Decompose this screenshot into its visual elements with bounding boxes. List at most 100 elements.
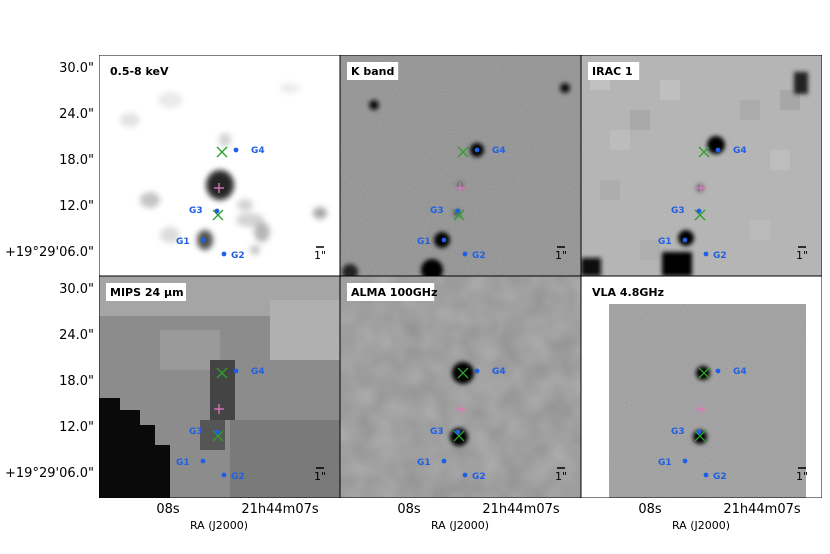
scale-bar-label: 1": [555, 470, 567, 483]
galaxy-marker: [696, 208, 702, 214]
y-tick-label: 12.0": [59, 420, 94, 435]
counterpart-cross-marker: [457, 367, 469, 379]
galaxy-marker: [441, 237, 447, 243]
y-tick-label: 30.0": [59, 282, 94, 297]
panel-alma: [340, 276, 581, 498]
panel-annotations: VLA 4.8GHz G1 G2 G3 G4 1": [588, 283, 808, 483]
galaxy-marker: [682, 458, 688, 464]
galaxy-label: G2: [472, 251, 486, 261]
counterpart-cross-marker: [694, 209, 706, 221]
galaxy-label: G1: [176, 237, 190, 247]
galaxy-marker: [462, 251, 468, 257]
galaxy-label: G1: [417, 237, 431, 247]
galaxy-label: G4: [492, 146, 506, 156]
y-tick-label: 18.0": [59, 153, 94, 168]
counterpart-cross-marker: [698, 367, 710, 379]
galaxy-label: G1: [417, 458, 431, 468]
galaxy-marker: [696, 429, 702, 435]
y-axis-top: 30.0" 24.0" 18.0" 12.0" +19°29'06.0": [5, 61, 94, 260]
galaxy-label: G4: [733, 367, 747, 377]
panel-title-box: [588, 283, 668, 301]
panel-irac: [581, 55, 822, 276]
position-plus-marker: [214, 404, 224, 414]
x-tick-label: 21h44m07s: [241, 502, 319, 517]
galaxy-marker: [233, 368, 239, 374]
x-tick-label: 21h44m07s: [723, 502, 801, 517]
counterpart-cross-marker: [216, 146, 228, 158]
galaxy-label: G2: [713, 472, 727, 482]
galaxy-marker: [221, 472, 227, 478]
galaxy-label: G4: [733, 146, 747, 156]
galaxy-marker: [703, 251, 709, 257]
counterpart-cross-marker: [216, 367, 228, 379]
galaxy-label: G3: [189, 427, 203, 437]
panel-annotations: K band G1 G2 G3 G4 1": [347, 62, 567, 262]
galaxy-label: G3: [671, 206, 685, 216]
galaxy-marker: [441, 458, 447, 464]
position-plus-marker: [214, 183, 224, 193]
scale-bar-label: 1": [555, 249, 567, 262]
x-axis: 08s 21h44m07s 08s 21h44m07s 08s 21h44m07…: [156, 502, 801, 532]
panel-annotations: 0.5-8 keV G1 G2 G3 G4 1": [106, 62, 326, 262]
counterpart-cross-marker: [212, 430, 224, 442]
panel-title: 0.5-8 keV: [110, 65, 169, 78]
x-axis-label: RA (J2000): [672, 519, 730, 532]
galaxy-marker: [455, 429, 461, 435]
panel-title: IRAC 1: [592, 65, 633, 78]
galaxy-marker: [682, 237, 688, 243]
panel-title-box: [347, 283, 435, 301]
galaxy-marker: [214, 429, 220, 435]
panel-xray: [99, 55, 340, 276]
galaxy-marker: [462, 472, 468, 478]
galaxy-marker: [474, 147, 480, 153]
galaxy-label: G2: [472, 472, 486, 482]
galaxy-label: G3: [430, 427, 444, 437]
galaxy-label: G3: [430, 206, 444, 216]
galaxy-marker: [455, 208, 461, 214]
galaxy-marker: [221, 251, 227, 257]
galaxy-label: G4: [251, 367, 265, 377]
galaxy-label: G2: [231, 472, 245, 482]
counterpart-cross-marker: [694, 430, 706, 442]
x-axis-label: RA (J2000): [431, 519, 489, 532]
counterpart-cross-marker: [212, 209, 224, 221]
panel-title-box: [347, 62, 399, 80]
galaxy-label: G1: [658, 237, 672, 247]
panel-title-box: [106, 62, 179, 80]
panel-annotations: MIPS 24 μm G1 G2 G3 G4 1": [106, 283, 326, 483]
x-tick-label: 21h44m07s: [482, 502, 560, 517]
position-plus-marker: [696, 183, 706, 193]
y-tick-label: 30.0": [59, 61, 94, 76]
galaxy-label: G4: [492, 367, 506, 377]
panel-title: MIPS 24 μm: [110, 286, 184, 299]
x-tick-label: 08s: [397, 502, 421, 517]
y-tick-label: +19°29'06.0": [5, 466, 94, 481]
scale-bar-label: 1": [796, 470, 808, 483]
panel-title: ALMA 100GHz: [351, 286, 437, 299]
galaxy-marker: [200, 458, 206, 464]
y-axis-bottom: 30.0" 24.0" 18.0" 12.0" +19°29'06.0": [5, 282, 94, 481]
galaxy-marker: [715, 147, 721, 153]
panel-title-box: [106, 283, 186, 301]
galaxy-marker: [200, 237, 206, 243]
panel-title: VLA 4.8GHz: [592, 286, 664, 299]
panel-title-box: [588, 62, 640, 80]
position-plus-marker: [696, 404, 706, 414]
galaxy-marker: [214, 208, 220, 214]
counterpart-cross-marker: [457, 146, 469, 158]
galaxy-label: G2: [231, 251, 245, 261]
panel-kband: [340, 55, 581, 276]
galaxy-label: G3: [671, 427, 685, 437]
galaxy-label: G3: [189, 206, 203, 216]
galaxy-label: G4: [251, 146, 265, 156]
counterpart-cross-marker: [453, 209, 465, 221]
panel-annotations: IRAC 1 G1 G2 G3 G4 1": [588, 62, 808, 262]
x-tick-label: 08s: [156, 502, 180, 517]
position-plus-marker: [455, 404, 465, 414]
panel-annotations: ALMA 100GHz G1 G2 G3 G4 1": [347, 283, 567, 483]
panel-title: K band: [351, 65, 394, 78]
galaxy-marker: [233, 147, 239, 153]
y-tick-label: +19°29'06.0": [5, 245, 94, 260]
x-axis-label: RA (J2000): [190, 519, 248, 532]
